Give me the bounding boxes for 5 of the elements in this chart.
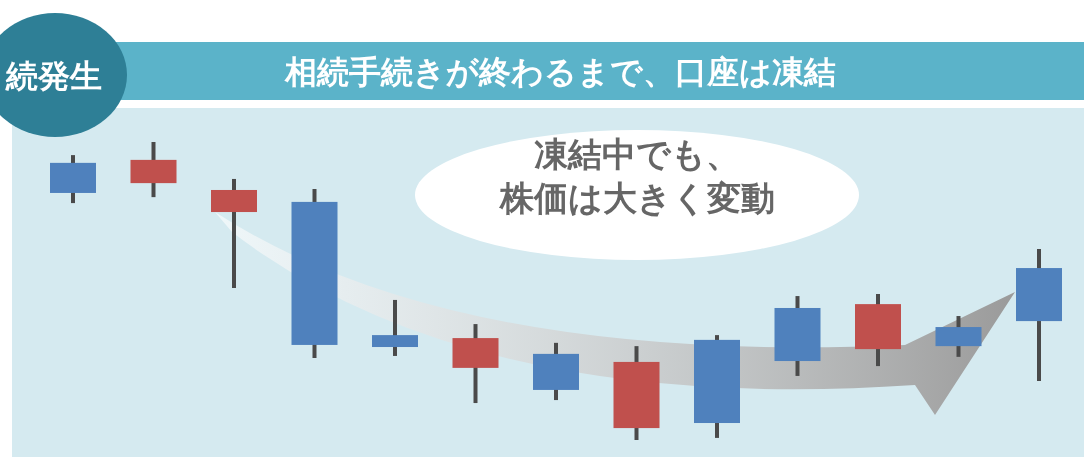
candlestick [372,299,418,356]
annotation: 株価は大きく変動 [497,178,775,218]
text: 続発生 [5,57,102,95]
chart-title: 相続手続きが終わるまで、口座は凍結 [283,53,836,91]
annotation: 凍結中でも、 [534,134,740,174]
